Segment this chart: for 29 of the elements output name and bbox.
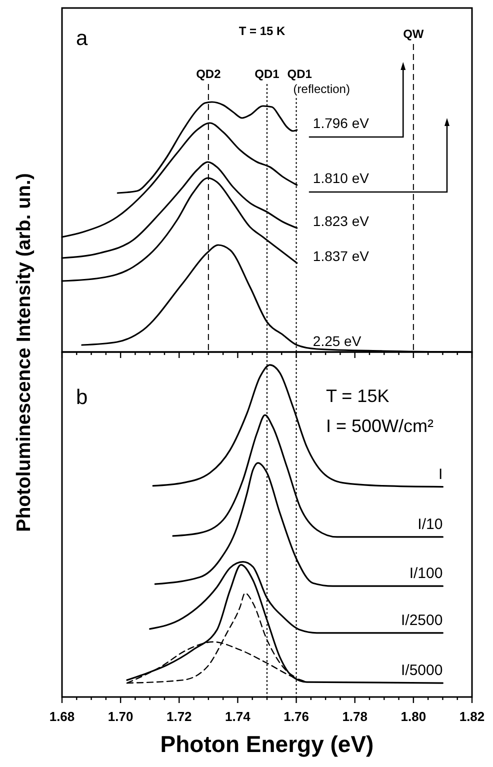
series-label: I: [438, 466, 443, 483]
series-label: 1.810 eV: [312, 170, 370, 186]
series-label: I/5000: [400, 662, 443, 680]
x-tick-label: 1.76: [284, 709, 309, 724]
ref-line-label: QD1 (reflection): [287, 67, 350, 96]
text: a: [76, 27, 88, 50]
ref-line-label: QW: [403, 27, 424, 41]
text: T = 15 K: [238, 24, 286, 38]
x-tick-label: 1.80: [400, 709, 426, 724]
series-label: 1.837 eV: [312, 248, 370, 264]
ref-line-label: QD1: [254, 67, 280, 81]
x-axis-title: Photon Energy (eV): [160, 731, 374, 757]
x-tick-label: 1.78: [342, 709, 368, 724]
series-label: I/2500: [400, 612, 443, 629]
annotation: I = 500W/cm²: [326, 416, 434, 436]
series-label: 1.796 eV: [312, 115, 370, 131]
x-tick-label: 1.82: [459, 709, 485, 724]
y-axis-title: Photoluminescence Intensity (arb. un.): [13, 173, 35, 532]
x-tick-label: 1.70: [108, 709, 134, 724]
annotation: T = 15K: [326, 386, 390, 406]
series-label: 1.823 eV: [312, 213, 370, 229]
x-tick-label: 1.68: [49, 709, 75, 724]
x-tick-label: 1.74: [225, 709, 252, 724]
series-label: 2.25 eV: [312, 333, 362, 350]
series-label: I/100: [409, 565, 443, 582]
annotation: b: [76, 386, 88, 409]
x-tick-label: 1.72: [166, 709, 192, 724]
series-label: I/10: [418, 516, 443, 533]
ref-line-label: QD2: [196, 67, 222, 81]
